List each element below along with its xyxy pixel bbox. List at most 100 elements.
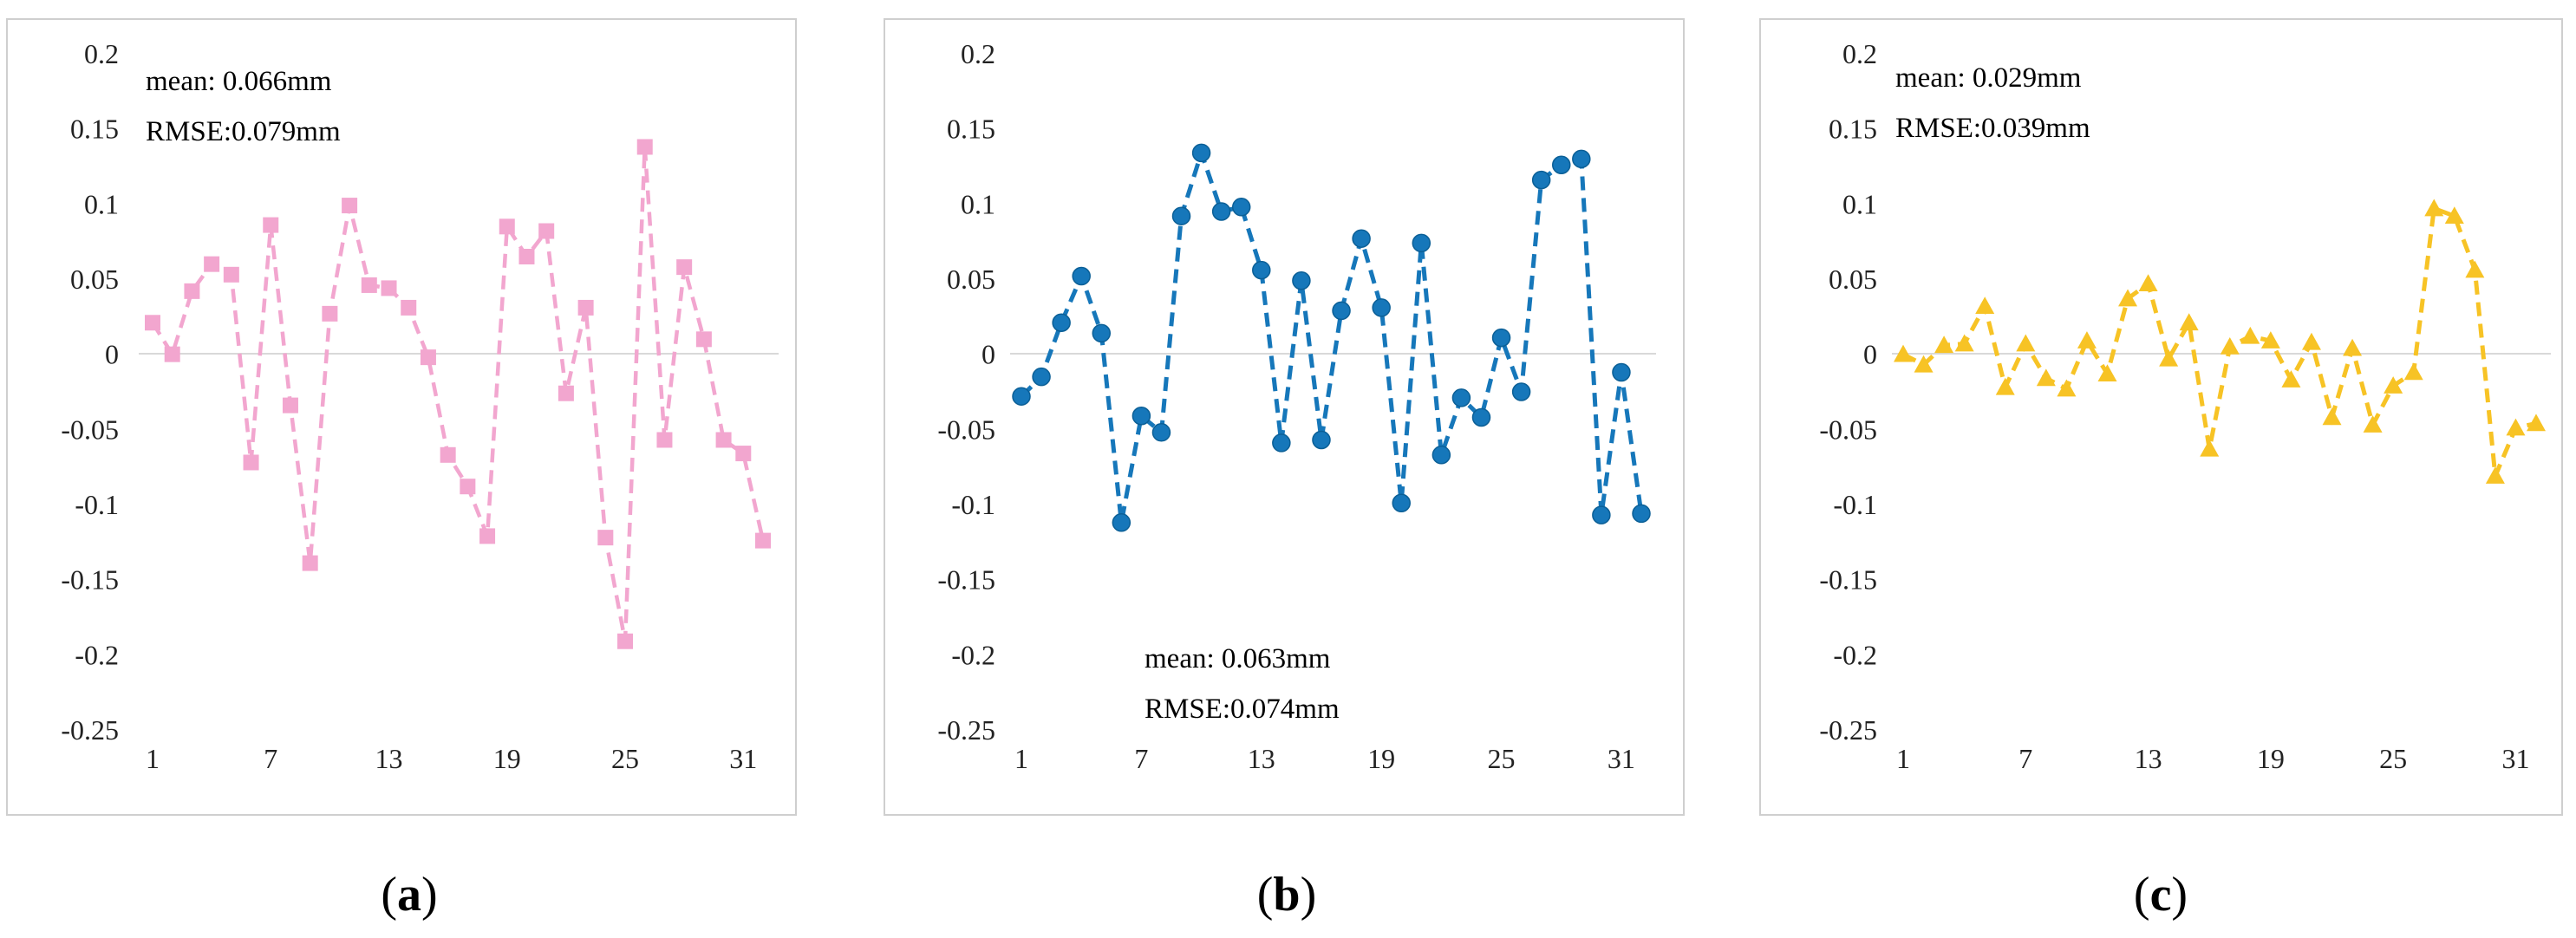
panel-c-y-tick-label: 0.2 <box>1842 38 1877 69</box>
panel-c-data-point <box>1894 344 1913 362</box>
panel-c-series-line <box>1901 205 2537 478</box>
panel-b-data-point <box>1072 266 1091 286</box>
panel-b-data-point <box>1392 493 1411 513</box>
panel-a-data-point <box>597 530 614 546</box>
panel-b-data-point <box>1052 313 1071 333</box>
panel-c-x-tick-label: 13 <box>2135 743 2162 774</box>
panel-c-data-point <box>2343 338 2363 356</box>
panel-b-y-tick-label: -0.25 <box>937 714 995 746</box>
panel-c-data-point <box>2057 379 2077 397</box>
panel-a-y-tick-label: 0.15 <box>70 114 119 145</box>
panel-a-data-point <box>322 305 338 322</box>
panel-a-x-tick-label: 13 <box>375 743 403 774</box>
panel-b-data-point <box>1612 362 1631 382</box>
panel-a-x-tick-label: 1 <box>146 743 160 774</box>
panel-a-y-tick-label: 0.1 <box>84 188 119 219</box>
panel-b-y-tick-label: -0.2 <box>951 639 995 670</box>
panel-a-data-point <box>342 198 358 214</box>
panel-b-data-point <box>1372 298 1391 317</box>
panel-a-y-tick-label: -0.05 <box>61 414 119 445</box>
panel-c-data-point <box>2281 370 2301 388</box>
panel-c-y-tick-label: -0.1 <box>1833 489 1877 520</box>
panel-c: 0.2 0.15 0.1 0.05 0 -0.05 -0.1 -0.15 -0.2 -0.25 1… <box>1759 18 2563 922</box>
panel-b-x-tick-label: 31 <box>1608 743 1635 774</box>
panel-c-y-axis: 0.2 0.15 0.1 0.05 0 -0.05 -0.1 -0.15 -0.2 -0.25 <box>1819 38 1877 746</box>
panel-c-data-point <box>2260 331 2280 348</box>
panel-c-data-point <box>2159 348 2179 367</box>
panel-b-mean-label: mean: 0.063mm <box>1145 643 1331 674</box>
panel-c-x-tick-label: 1 <box>1896 743 1910 774</box>
panel-c-caption: (c) <box>2134 868 2188 922</box>
panel-a-data-point <box>282 397 298 414</box>
panel-b-data-point <box>1312 430 1331 450</box>
panel-b-x-tick-label: 25 <box>1488 743 1516 774</box>
panel-c-data-point <box>1934 335 1954 354</box>
panel-c-data-point <box>2240 326 2260 344</box>
panel-c-data-point <box>2424 199 2444 217</box>
panel-b-y-tick-label: -0.1 <box>951 489 995 520</box>
panel-a-series-line <box>151 147 766 642</box>
panel-c-x-tick-label: 25 <box>2379 743 2407 774</box>
panel-c-y-tick-label: 0.15 <box>1829 114 1877 145</box>
panel-c-data-point <box>2138 274 2158 291</box>
panel-a-data-point <box>636 139 653 155</box>
panel-b-data-point <box>1471 407 1491 427</box>
panel-b-data-point <box>1412 233 1431 253</box>
panel-b-y-tick-label: 0.2 <box>961 38 995 69</box>
panel-b-data-point <box>1451 388 1471 407</box>
panel-a-data-point <box>755 532 771 549</box>
panel-c-y-tick-label: 0 <box>1863 339 1877 370</box>
panel-a-data-point <box>184 283 200 299</box>
panel-c-y-tick-label: -0.2 <box>1833 639 1877 670</box>
panel-c-data-point <box>2200 439 2220 457</box>
panel-b-y-tick-label: -0.05 <box>937 414 995 445</box>
panel-b-x-axis: 1 7 13 19 25 31 <box>1014 743 1635 774</box>
panel-b-data-point <box>1292 270 1311 290</box>
panel-c-data-point <box>2179 313 2199 331</box>
panel-b-data-point <box>1231 198 1251 217</box>
panel-b-data-point <box>1332 301 1351 321</box>
panel-c-x-tick-label: 19 <box>2257 743 2285 774</box>
panel-a-y-tick-label: -0.1 <box>75 489 119 520</box>
panel-a-data-point <box>558 385 574 401</box>
panel-a-caption-letter: a <box>397 868 421 922</box>
panel-a-markers <box>145 139 771 649</box>
panel-a-data-point <box>440 446 456 463</box>
panel-c-markers <box>1894 199 2546 484</box>
panel-a-data-point <box>460 479 476 495</box>
panel-b-data-point <box>1112 513 1131 532</box>
panel-a-caption: (a) <box>381 868 437 922</box>
panel-c-data-point <box>2322 407 2342 426</box>
panel-b-markers <box>1012 143 1651 532</box>
panel-a-y-tick-label: -0.15 <box>61 564 119 596</box>
panel-a-y-tick-label: 0 <box>105 339 119 370</box>
panel-a-data-point <box>735 446 752 462</box>
panel-c-data-point <box>1954 334 1974 352</box>
panel-a-data-point <box>361 277 377 293</box>
panel-a-data-point <box>302 555 318 571</box>
panel-c-y-tick-label: -0.15 <box>1819 564 1877 596</box>
panel-c-data-point <box>2077 331 2097 348</box>
panel-b-data-point <box>1272 433 1291 453</box>
panel-c-y-tick-label: 0.1 <box>1842 188 1877 219</box>
panel-b-x-tick-label: 1 <box>1014 743 1028 774</box>
panel-c-data-point <box>1975 296 1995 314</box>
panel-c-y-tick-label: 0.05 <box>1829 264 1877 295</box>
panel-b-y-tick-label: 0.15 <box>947 114 995 145</box>
panel-b-caption: (b) <box>1257 868 1316 922</box>
panel-c-x-tick-label: 31 <box>2501 743 2529 774</box>
panel-a-data-point <box>223 266 239 283</box>
panel-b-y-tick-label: -0.15 <box>937 564 995 596</box>
panel-c-mean-label: mean: 0.029mm <box>1895 62 2082 94</box>
panel-c-data-point <box>2485 466 2505 484</box>
panel-a-data-point <box>479 528 496 544</box>
panel-b-series-line <box>1020 146 1644 524</box>
panel-b-data-point <box>1592 505 1611 524</box>
panel-a-x-axis: 1 7 13 19 25 31 <box>146 743 757 774</box>
panel-a-data-point <box>420 349 436 366</box>
panel-c-data-point <box>2444 206 2464 224</box>
panel-b-data-point <box>1632 504 1651 524</box>
panel-a-data-point <box>204 256 220 272</box>
panel-b-data-point <box>1252 260 1271 280</box>
